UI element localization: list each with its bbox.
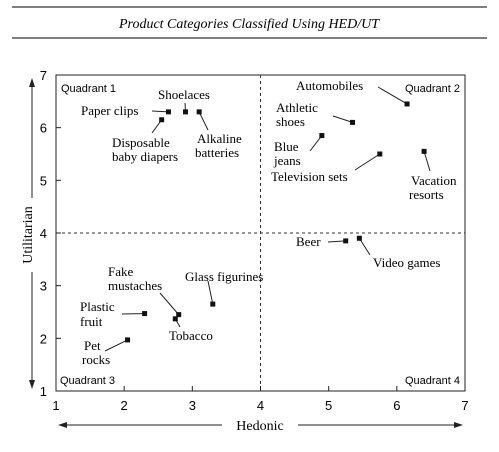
point-paper-clips xyxy=(165,109,171,115)
leader-line xyxy=(207,280,214,305)
leader-line xyxy=(377,86,408,105)
x-tick-label: 5 xyxy=(325,398,332,413)
y-tick-label: 1 xyxy=(40,384,47,399)
label-beer: Beer xyxy=(296,234,321,249)
y-tick-label: 6 xyxy=(40,121,47,136)
label-plastic: Plastic xyxy=(80,299,115,314)
label-fake: Fake xyxy=(108,264,134,279)
quadrant-1-label: Quadrant 1 xyxy=(61,83,116,95)
data-points xyxy=(125,101,427,343)
leader-line xyxy=(104,339,128,352)
y-tick-label: 4 xyxy=(40,226,47,241)
x-axis-label: Hedonic xyxy=(236,419,283,434)
label-jeans: jeans xyxy=(273,153,301,168)
x-axis-arrow xyxy=(58,422,463,428)
point-vacation-resorts xyxy=(421,148,427,154)
leader-lines xyxy=(104,86,431,352)
label-baby-diapers: baby diapers xyxy=(112,149,178,164)
label-shoelaces: Shoelaces xyxy=(158,87,210,102)
x-tick-label: 7 xyxy=(461,398,468,413)
label-glass-figurines: Glass figurines xyxy=(185,269,263,284)
leader-line xyxy=(332,115,353,123)
point-tobacco xyxy=(172,316,178,322)
point-fake-mustaches xyxy=(176,312,182,318)
label-paper-clips: Paper clips xyxy=(81,103,138,118)
point-beer xyxy=(343,238,349,244)
label-fruit: fruit xyxy=(80,314,103,329)
axis-ticks: 1 2 3 4 5 6 7 1 2 3 4 5 6 7 xyxy=(40,68,469,413)
label-disposable: Disposable xyxy=(112,135,170,150)
point-plastic-fruit xyxy=(142,311,148,317)
point-labels: Paper clips Shoelaces Disposable baby di… xyxy=(80,78,457,367)
label-pet: Pet xyxy=(84,338,101,353)
point-blue-jeans xyxy=(319,133,325,139)
point-shoelaces xyxy=(183,109,189,115)
point-alkaline-batteries xyxy=(196,109,202,115)
point-disposable-baby-diapers xyxy=(159,117,165,123)
x-tick-label: 3 xyxy=(189,398,196,413)
label-vacation: Vacation xyxy=(411,173,457,188)
leader-line xyxy=(358,237,371,256)
label-tobacco: Tobacco xyxy=(169,328,213,343)
y-axis-label: Utilitarian xyxy=(21,206,36,264)
y-tick-label: 5 xyxy=(40,173,47,188)
x-tick-label: 6 xyxy=(393,398,400,413)
quadrant-2-label: Quadrant 2 xyxy=(405,83,460,95)
label-shoes: shoes xyxy=(276,114,305,129)
point-athletic-shoes xyxy=(350,119,356,125)
label-batteries: batteries xyxy=(195,145,239,160)
point-pet-rocks xyxy=(125,337,131,343)
leader-line xyxy=(423,151,431,172)
leader-line xyxy=(159,292,180,315)
leader-line xyxy=(151,110,169,113)
label-resorts: resorts xyxy=(409,187,444,202)
leader-line xyxy=(198,111,209,131)
label-alkaline: Alkaline xyxy=(197,131,242,146)
label-mustaches: mustaches xyxy=(108,278,162,293)
y-tick-label: 7 xyxy=(40,68,47,83)
leader-line xyxy=(309,135,323,152)
point-television-sets xyxy=(377,151,383,157)
y-axis-arrow xyxy=(29,78,35,389)
label-video-games: Video games xyxy=(373,255,440,270)
label-athletic: Athletic xyxy=(276,100,318,115)
point-automobiles xyxy=(404,101,410,107)
y-tick-label: 3 xyxy=(40,279,47,294)
quadrant-4-label: Quadrant 4 xyxy=(405,375,460,387)
chart-title: Product Categories Classified Using HED/… xyxy=(118,17,380,32)
x-tick-label: 1 xyxy=(52,398,59,413)
label-automobiles: Automobiles xyxy=(296,78,363,93)
y-tick-label: 2 xyxy=(40,331,47,346)
x-tick-label: 4 xyxy=(257,398,264,413)
point-video-games xyxy=(356,235,362,241)
label-rocks: rocks xyxy=(82,352,110,367)
quadrant-3-label: Quadrant 3 xyxy=(60,375,115,387)
x-tick-label: 2 xyxy=(121,398,128,413)
point-glass-figurines xyxy=(210,301,216,307)
label-television-sets: Television sets xyxy=(271,169,348,184)
leader-line xyxy=(327,240,346,243)
label-blue: Blue xyxy=(274,139,299,154)
leader-line xyxy=(354,153,381,171)
